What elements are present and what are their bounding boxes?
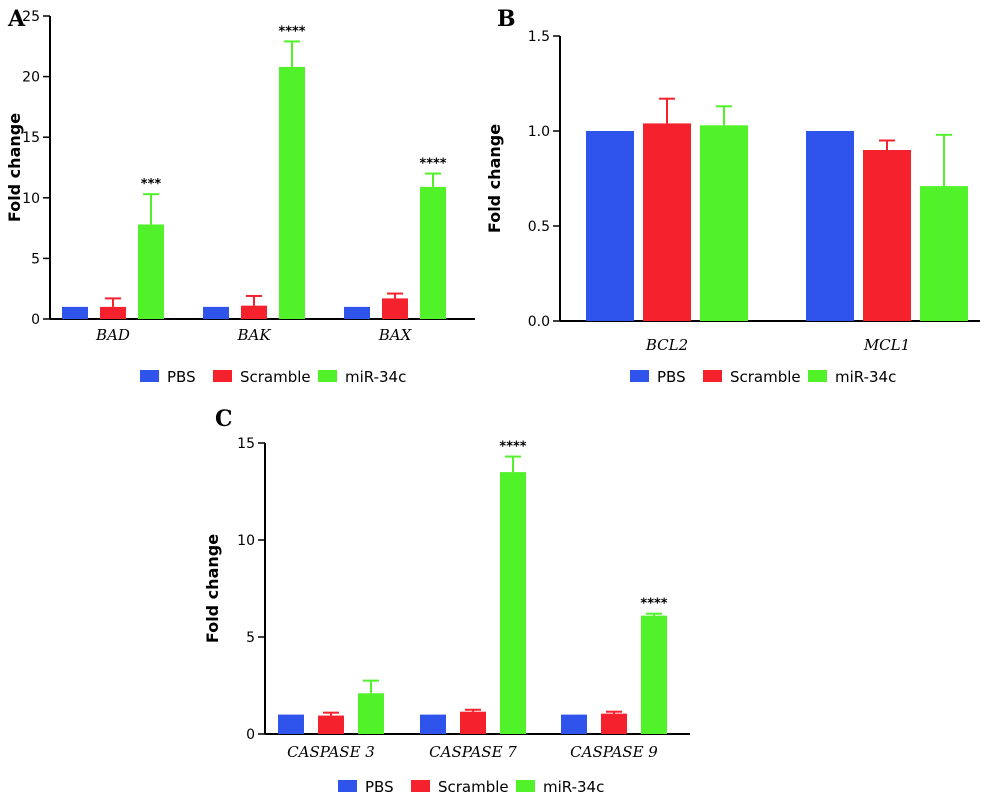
legend-label: PBS [167,368,196,386]
panel-a: A 0 5 10 15 20 25 Fold change BAD *** BAK **** BAX **… [5,6,475,386]
legend-label: PBS [365,778,394,796]
legend-swatch [411,780,430,792]
legend-swatch [516,780,535,792]
bar [460,711,486,734]
bar [641,615,667,734]
y-axis-label: Fold change [5,113,24,222]
bar [806,131,854,321]
y-tick-label: 5 [31,251,40,267]
category-label: CASPASE 7 [429,743,517,761]
category-label: BAX [378,326,413,344]
bar [920,186,968,321]
category-label: MCL1 [863,336,910,354]
panel-c: C 0 5 10 15 Fold change CASPASE 3 CASPASE 7 ****… [203,406,690,796]
legend-label: miR-34c [345,368,406,386]
legend-swatch [338,780,357,792]
category-label: CASPASE 3 [287,743,375,761]
category-label: BAD [95,326,130,344]
y-tick-label: 0 [246,727,255,743]
bar [318,715,344,734]
legend-label: Scramble [240,368,311,386]
y-tick-label: 0.5 [528,219,550,235]
y-tick-label: 15 [22,130,40,146]
legend-swatch [318,370,337,382]
bar [382,298,408,319]
bar [863,150,911,321]
bar [500,472,526,734]
legend-label: Scramble [438,778,509,796]
bar [700,125,748,321]
bar [344,306,370,319]
panel-letter: C [215,406,233,432]
significance-label: **** [499,440,526,455]
panel-b: B 0.0 0.5 1.0 1.5 Fold change BCL2 MCL1 PBS Scram… [485,6,980,386]
bar [278,714,304,734]
y-tick-label: 15 [237,436,255,452]
y-axis-label: Fold change [203,534,222,643]
legend-swatch [630,370,649,382]
y-tick-label: 10 [237,533,255,549]
bar [62,306,88,319]
bar [643,123,691,322]
y-tick-label: 10 [22,191,40,207]
legend-label: miR-34c [543,778,604,796]
bar [601,713,627,734]
category-label: BCL2 [645,336,688,354]
bar [279,66,305,320]
legend-label: miR-34c [835,368,896,386]
y-tick-label: 25 [22,9,40,25]
bar [100,306,126,319]
legend-swatch [808,370,827,382]
legend-swatch [703,370,722,382]
panel-letter: B [497,6,516,32]
bar [358,693,384,734]
legend-swatch [213,370,232,382]
bar [138,224,164,319]
bar [561,714,587,734]
bar [420,714,446,734]
category-label: CASPASE 9 [570,743,658,761]
y-tick-label: 20 [22,70,40,86]
bar [586,131,634,321]
legend-label: Scramble [730,368,801,386]
y-axis-label: Fold change [485,124,504,233]
legend-swatch [140,370,159,382]
y-tick-label: 1.0 [528,124,550,140]
y-tick-label: 1.5 [528,29,550,45]
y-tick-label: 5 [246,630,255,646]
y-tick-label: 0.0 [528,314,550,330]
legend-label: PBS [657,368,686,386]
y-tick-label: 0 [31,312,40,328]
bar [420,186,446,319]
bar [203,306,229,319]
panel-letter: A [7,6,26,32]
bar [241,305,267,319]
significance-label: **** [640,597,667,612]
significance-label: **** [278,24,305,39]
significance-label: **** [419,157,446,172]
category-label: BAK [236,326,271,344]
significance-label: *** [141,177,162,192]
